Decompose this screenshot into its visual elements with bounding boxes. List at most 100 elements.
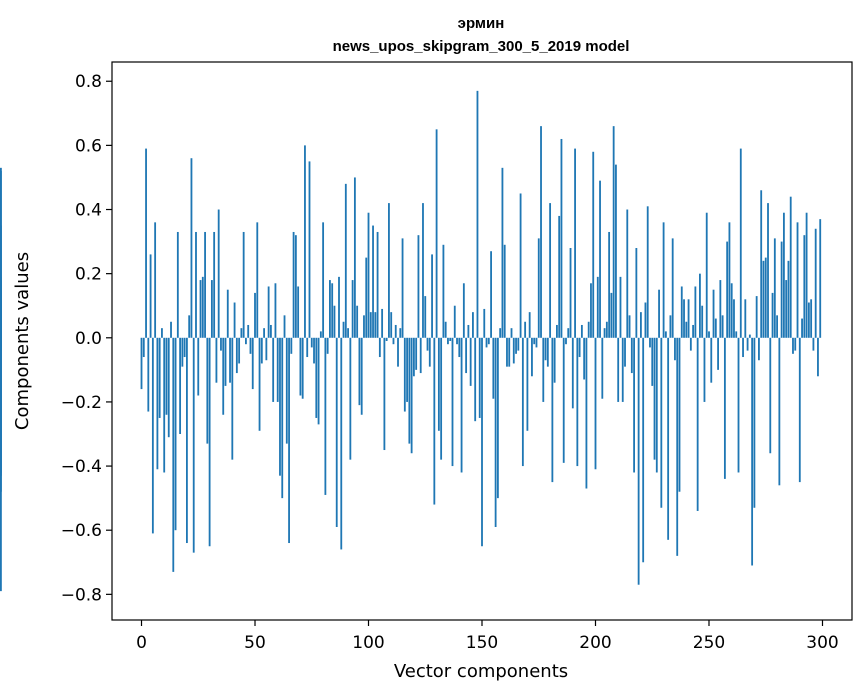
bar [456, 337, 458, 345]
bar [594, 337, 597, 470]
bar [294, 235, 297, 338]
x-tick-label: 300 [806, 633, 838, 653]
bar [151, 337, 154, 534]
bar [199, 280, 202, 338]
bar [412, 337, 415, 377]
bar [449, 337, 452, 341]
bar [163, 337, 166, 473]
bar [415, 337, 418, 370]
bar [385, 337, 388, 341]
bar [590, 283, 592, 338]
bar [435, 129, 438, 338]
bar [644, 302, 647, 338]
bar [671, 238, 674, 338]
bar [660, 337, 663, 508]
bar [508, 337, 511, 367]
bar [574, 148, 576, 338]
bar [517, 337, 520, 351]
bar [649, 337, 651, 348]
bar [145, 148, 147, 338]
bar [351, 280, 354, 338]
bar [428, 337, 431, 367]
bar [210, 280, 213, 338]
bar [596, 276, 599, 338]
bar [551, 337, 554, 483]
bar [472, 312, 474, 338]
bar [349, 337, 352, 460]
bar [499, 328, 502, 338]
bar [792, 337, 794, 354]
bar [478, 337, 481, 418]
bar [506, 337, 508, 367]
x-axis-label: Vector components [394, 661, 568, 682]
bar [181, 337, 184, 367]
bar [485, 337, 488, 348]
bar [540, 126, 542, 338]
x-tick-label: 0 [136, 633, 147, 653]
bar [710, 337, 713, 383]
bar [313, 337, 315, 364]
bar [142, 337, 145, 358]
bar [667, 337, 670, 540]
bar [639, 312, 642, 338]
bar [794, 337, 797, 351]
bar [419, 337, 422, 374]
bar [510, 328, 513, 338]
bar [617, 337, 620, 402]
bar [780, 241, 783, 338]
bar [608, 231, 611, 338]
bar [183, 337, 186, 358]
bar [408, 337, 411, 444]
bar [492, 337, 495, 399]
bar [662, 222, 665, 338]
bar [553, 337, 556, 383]
bar [161, 328, 163, 338]
bar [197, 337, 200, 396]
bar [247, 324, 250, 338]
bar [739, 148, 742, 338]
bar [735, 331, 738, 338]
bar [726, 241, 729, 338]
bar [789, 196, 792, 338]
y-tick-label: −0.8 [61, 585, 102, 605]
bar [381, 308, 384, 338]
bar [630, 337, 633, 374]
bar [537, 238, 540, 338]
bar [367, 212, 370, 338]
bar [297, 286, 300, 338]
bar [562, 337, 565, 463]
bar [521, 337, 524, 467]
bar [587, 321, 590, 338]
y-tick-label: −0.4 [61, 457, 102, 477]
bar [787, 260, 790, 338]
bar [265, 337, 268, 361]
bar [483, 308, 486, 338]
y-axis-ticks: −0.8 −0.6 −0.4 −0.2 0.0 0.2 0.4 0.6 0.8 [61, 72, 112, 605]
bar [560, 138, 563, 338]
bar [195, 231, 197, 338]
bar [399, 328, 402, 338]
bar [705, 212, 708, 338]
bar [204, 231, 206, 338]
bar [272, 337, 275, 402]
bar [701, 305, 704, 338]
bar [655, 337, 658, 473]
bar [619, 276, 622, 338]
bar [723, 337, 726, 479]
bar [406, 337, 408, 402]
bar [642, 337, 645, 563]
bar [156, 337, 159, 470]
bar [417, 235, 420, 338]
bar [281, 337, 284, 499]
bar [767, 203, 769, 338]
bar [140, 337, 143, 390]
y-tick-label: 0.4 [75, 201, 102, 221]
bar [344, 183, 347, 338]
bar [401, 238, 404, 338]
bar [437, 337, 440, 431]
bar [372, 225, 374, 338]
bar [628, 315, 631, 338]
bar [190, 158, 193, 338]
bar [714, 318, 717, 338]
bar [542, 337, 545, 402]
